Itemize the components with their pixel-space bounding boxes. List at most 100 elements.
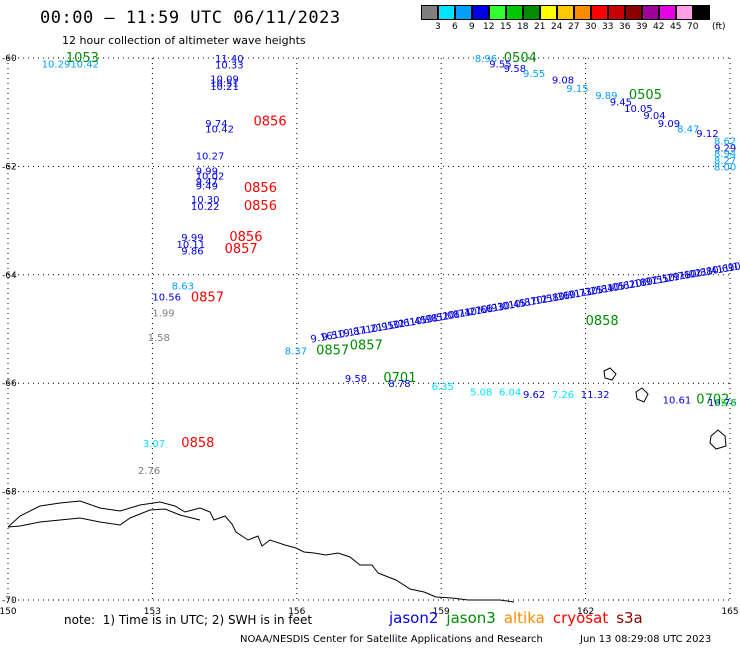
wave-height-label: 9.12 [696,129,718,140]
pass-time-label: 0856 [229,230,262,245]
track-wave-height: 10.97 [628,275,658,291]
track-wave-height: 11.45 [398,315,428,331]
wave-height-label: 8.78 [388,379,410,390]
satellite-name-jason3: jason3 [446,609,496,627]
lat-tick-label: -60 [2,54,17,64]
legend-swatch [472,5,489,20]
pass-time-label: 0857 [225,242,258,257]
legend-label: 36 [619,22,631,32]
track-wave-height: 9.87 [343,325,367,340]
wave-height-label: 10.02 [196,172,225,183]
wave-height-label: 10.05 [624,104,653,115]
track-wave-height: 10.95 [365,320,395,336]
wave-height-label: 9.58 [345,374,367,385]
color-scale-legend [421,5,710,20]
wave-height-label: 10.27 [196,152,225,163]
legend-swatch [523,5,540,20]
track-wave-height: 11.36 [541,290,571,306]
pass-time-label: 0856 [244,199,277,214]
track-wave-height: 10.45 [497,298,527,314]
wave-height-label: 10.21 [210,82,239,93]
wave-height-label: 8.47 [677,125,699,136]
lon-tick-label: 156 [288,607,305,617]
wave-height-label: 8.96 [475,54,497,65]
generated-time: Jun 13 08:29:08 UTC 2023 [580,634,712,645]
wave-height-label: 11.32 [581,390,610,401]
legend-swatch [625,5,642,20]
track-wave-height: 11.08 [431,309,461,325]
wave-height-label: 10.22 [191,202,220,213]
track-wave-height: 11.32 [376,319,406,335]
track-wave-height: 10.88 [683,266,713,282]
track-wave-height: 11.27 [453,305,483,321]
lat-lon-grid [7,57,731,601]
wave-height-label: 3.07 [143,439,165,450]
pass-time-label: 0856 [244,181,277,196]
legend-swatch [642,5,659,20]
wave-height-label: 9.29 [714,143,736,154]
coastline [7,367,727,603]
legend-label: 12 [483,22,495,32]
wave-height-label: 1.58 [148,333,170,344]
legend-swatch [540,5,557,20]
lat-tick-label: -66 [2,379,17,389]
wave-height-label: 9.55 [523,69,545,80]
legend-label: 24 [551,22,563,32]
track-wave-height: 11.29 [650,272,680,288]
wave-height-label: 9.45 [610,97,632,108]
track-wave-height: 10.76 [661,270,691,286]
track-wave-height: 10.62 [606,279,636,295]
pass-time-label: 0702 [696,393,729,408]
lon-tick-label: 153 [144,607,161,617]
pass-time-label: 1053 [66,51,99,66]
wave-height-label: 8.27 [714,156,736,167]
wave-height-label: 9.62 [523,390,545,401]
track-wave-height: 10.11 [332,326,362,342]
satellite-name-cryosat: cryosat [552,609,609,627]
legend-label: 15 [500,22,512,32]
track-wave-height: 11.18 [617,277,647,293]
legend-swatch [574,5,591,20]
wave-height-label: 11.40 [215,54,244,65]
legend-label: 30 [585,22,597,32]
lon-tick-label: 150 [0,607,17,617]
credit-line: NOAA/NESDIS Center for Satellite Applica… [240,634,543,645]
track-wave-height: 10.93 [475,302,505,318]
track-wave-height: 11.05 [595,281,625,297]
legend-label: 27 [568,22,580,32]
antarctic-coastline [7,500,515,603]
lon-tick-label: 159 [433,607,450,617]
map-subtitle: 12 hour collection of altimeter wave hei… [62,34,306,47]
wave-height-label: 9.58 [504,64,526,75]
pass-time-label: 0857 [191,291,224,306]
wave-height-label: 10.61 [663,396,692,407]
wave-height-label: 2.76 [138,466,160,477]
track-wave-height: 10.98 [409,313,439,329]
track-wave-height: 10.69 [705,262,735,278]
legend-swatch [557,5,574,20]
legend-label: 21 [534,22,546,32]
legend-swatch [438,5,455,20]
wave-height-label: 9.09 [658,119,680,130]
wave-height-label: 10.56 [152,293,181,304]
track-wave-height: 11.01 [486,300,516,316]
pass-time-label: 0856 [254,114,287,129]
legend-label: 18 [517,22,529,32]
legend-swatch [659,5,676,20]
wave-height-label: 10.51 [210,78,239,89]
wave-height-label: 8.94 [714,149,736,160]
lon-tick-label: 165 [721,607,738,617]
legend-label: 6 [452,22,458,32]
wave-height-label: 7.26 [552,390,574,401]
track-wave-height: 10.58 [530,292,560,308]
wave-height-label: 8.63 [172,282,194,293]
track-wave-height: 10.81 [727,259,740,275]
legend-label: 33 [602,22,614,32]
coast-fill-west [7,508,201,528]
wave-height-label: 10.33 [215,61,244,72]
wave-height-label: 10.11 [177,240,206,251]
wave-height-label: 9.55 [489,59,511,70]
pass-time-label: 0701 [383,371,416,386]
wave-height-label: 10.09 [210,75,239,86]
